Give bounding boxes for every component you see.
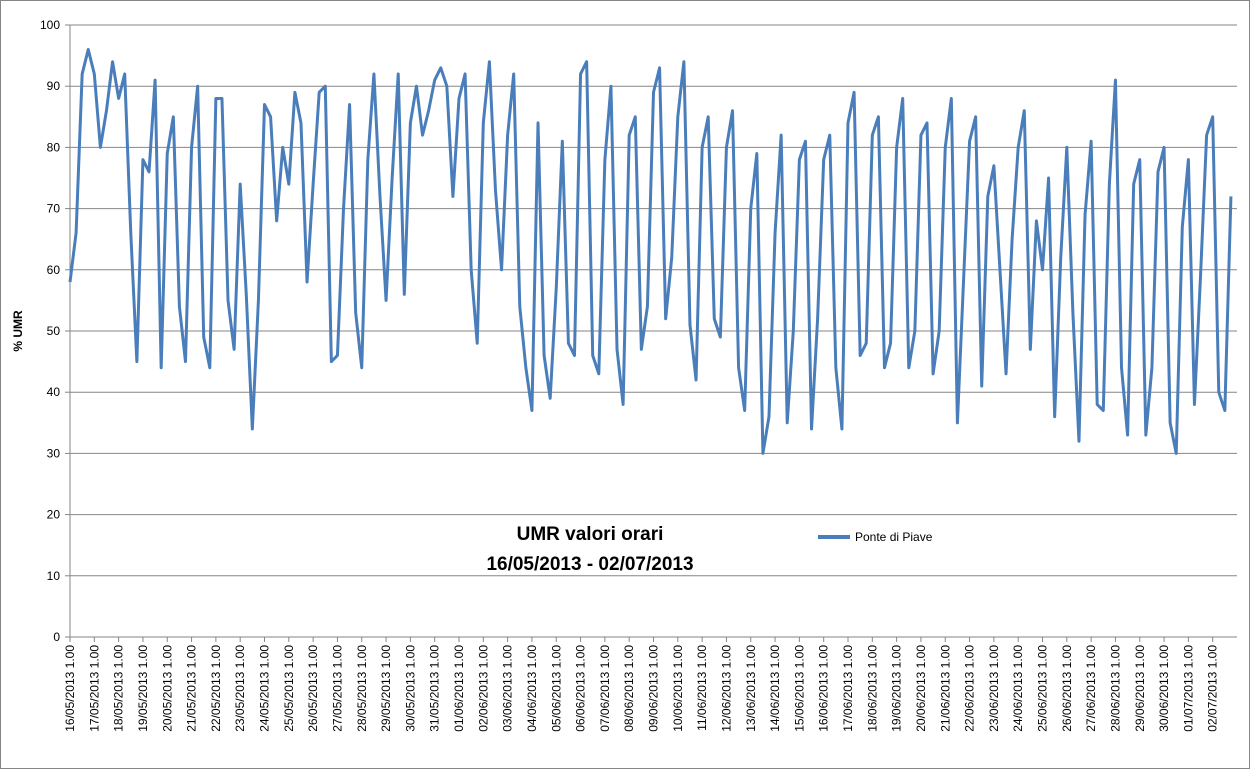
x-tick-label: 12/06/2013 1.00 [719,645,733,732]
x-tick-label: 16/06/2013 1.00 [817,645,831,732]
x-tick-label: 17/06/2013 1.00 [841,645,855,732]
x-tick-label: 22/06/2013 1.00 [963,645,977,732]
x-tick-label: 30/05/2013 1.00 [403,645,417,732]
x-tick-label: 03/06/2013 1.00 [501,645,515,732]
x-tick-label: 02/06/2013 1.00 [476,645,490,732]
x-tick-label: 16/05/2013 1.00 [63,645,77,732]
y-tick-label: 100 [40,18,60,32]
x-tick-label: 28/05/2013 1.00 [355,645,369,732]
x-tick-label: 04/06/2013 1.00 [525,645,539,732]
x-tick-label: 05/06/2013 1.00 [549,645,563,732]
x-tick-label: 24/06/2013 1.00 [1011,645,1025,732]
x-tick-label: 19/06/2013 1.00 [890,645,904,732]
y-tick-label: 50 [47,324,61,338]
y-tick-label: 10 [47,569,61,583]
x-tick-label: 01/07/2013 1.00 [1181,645,1195,732]
x-tick-label: 14/06/2013 1.00 [768,645,782,732]
x-tick-label: 25/05/2013 1.00 [282,645,296,732]
y-tick-label: 70 [47,202,61,216]
x-tick-label: 22/05/2013 1.00 [209,645,223,732]
x-tick-label: 15/06/2013 1.00 [792,645,806,732]
x-tick-label: 28/06/2013 1.00 [1108,645,1122,732]
x-tick-label: 23/06/2013 1.00 [987,645,1001,732]
x-tick-label: 26/05/2013 1.00 [306,645,320,732]
x-tick-label: 30/06/2013 1.00 [1157,645,1171,732]
y-axis-label: % UMR [11,310,25,352]
x-tick-label: 27/06/2013 1.00 [1084,645,1098,732]
x-tick-label: 29/05/2013 1.00 [379,645,393,732]
y-tick-label: 30 [47,446,61,460]
chart-subtitle: 16/05/2013 - 02/07/2013 [486,554,693,575]
x-tick-label: 31/05/2013 1.00 [428,645,442,732]
x-tick-label: 23/05/2013 1.00 [233,645,247,732]
x-tick-label: 20/05/2013 1.00 [160,645,174,732]
x-tick-label: 25/06/2013 1.00 [1036,645,1050,732]
x-tick-label: 09/06/2013 1.00 [647,645,661,732]
x-tick-label: 29/06/2013 1.00 [1133,645,1147,732]
y-tick-label: 60 [47,263,61,277]
x-tick-label: 19/05/2013 1.00 [136,645,150,732]
x-tick-label: 20/06/2013 1.00 [914,645,928,732]
x-tick-label: 24/05/2013 1.00 [258,645,272,732]
x-tick-label: 06/06/2013 1.00 [574,645,588,732]
x-tick-label: 18/06/2013 1.00 [865,645,879,732]
x-tick-label: 27/05/2013 1.00 [330,645,344,732]
x-tick-label: 01/06/2013 1.00 [452,645,466,732]
legend-label: Ponte di Piave [855,530,933,544]
y-tick-label: 80 [47,140,61,154]
x-tick-label: 21/05/2013 1.00 [185,645,199,732]
data-line [68,47,1233,455]
y-tick-label: 40 [47,385,61,399]
y-tick-label: 20 [47,508,61,522]
y-tick-label: 90 [47,79,61,93]
x-tick-label: 10/06/2013 1.00 [671,645,685,732]
x-tick-label: 26/06/2013 1.00 [1060,645,1074,732]
x-tick-label: 13/06/2013 1.00 [744,645,758,732]
x-tick-label: 07/06/2013 1.00 [598,645,612,732]
x-tick-label: 08/06/2013 1.00 [622,645,636,732]
x-tick-label: 18/05/2013 1.00 [112,645,126,732]
x-tick-label: 21/06/2013 1.00 [938,645,952,732]
x-tick-label: 11/06/2013 1.00 [695,645,709,731]
y-tick-label: 0 [53,630,60,644]
chart-title: UMR valori orari [517,524,664,545]
x-tick-label: 17/05/2013 1.00 [87,645,101,732]
x-tick-label: 02/07/2013 1.00 [1206,645,1220,732]
